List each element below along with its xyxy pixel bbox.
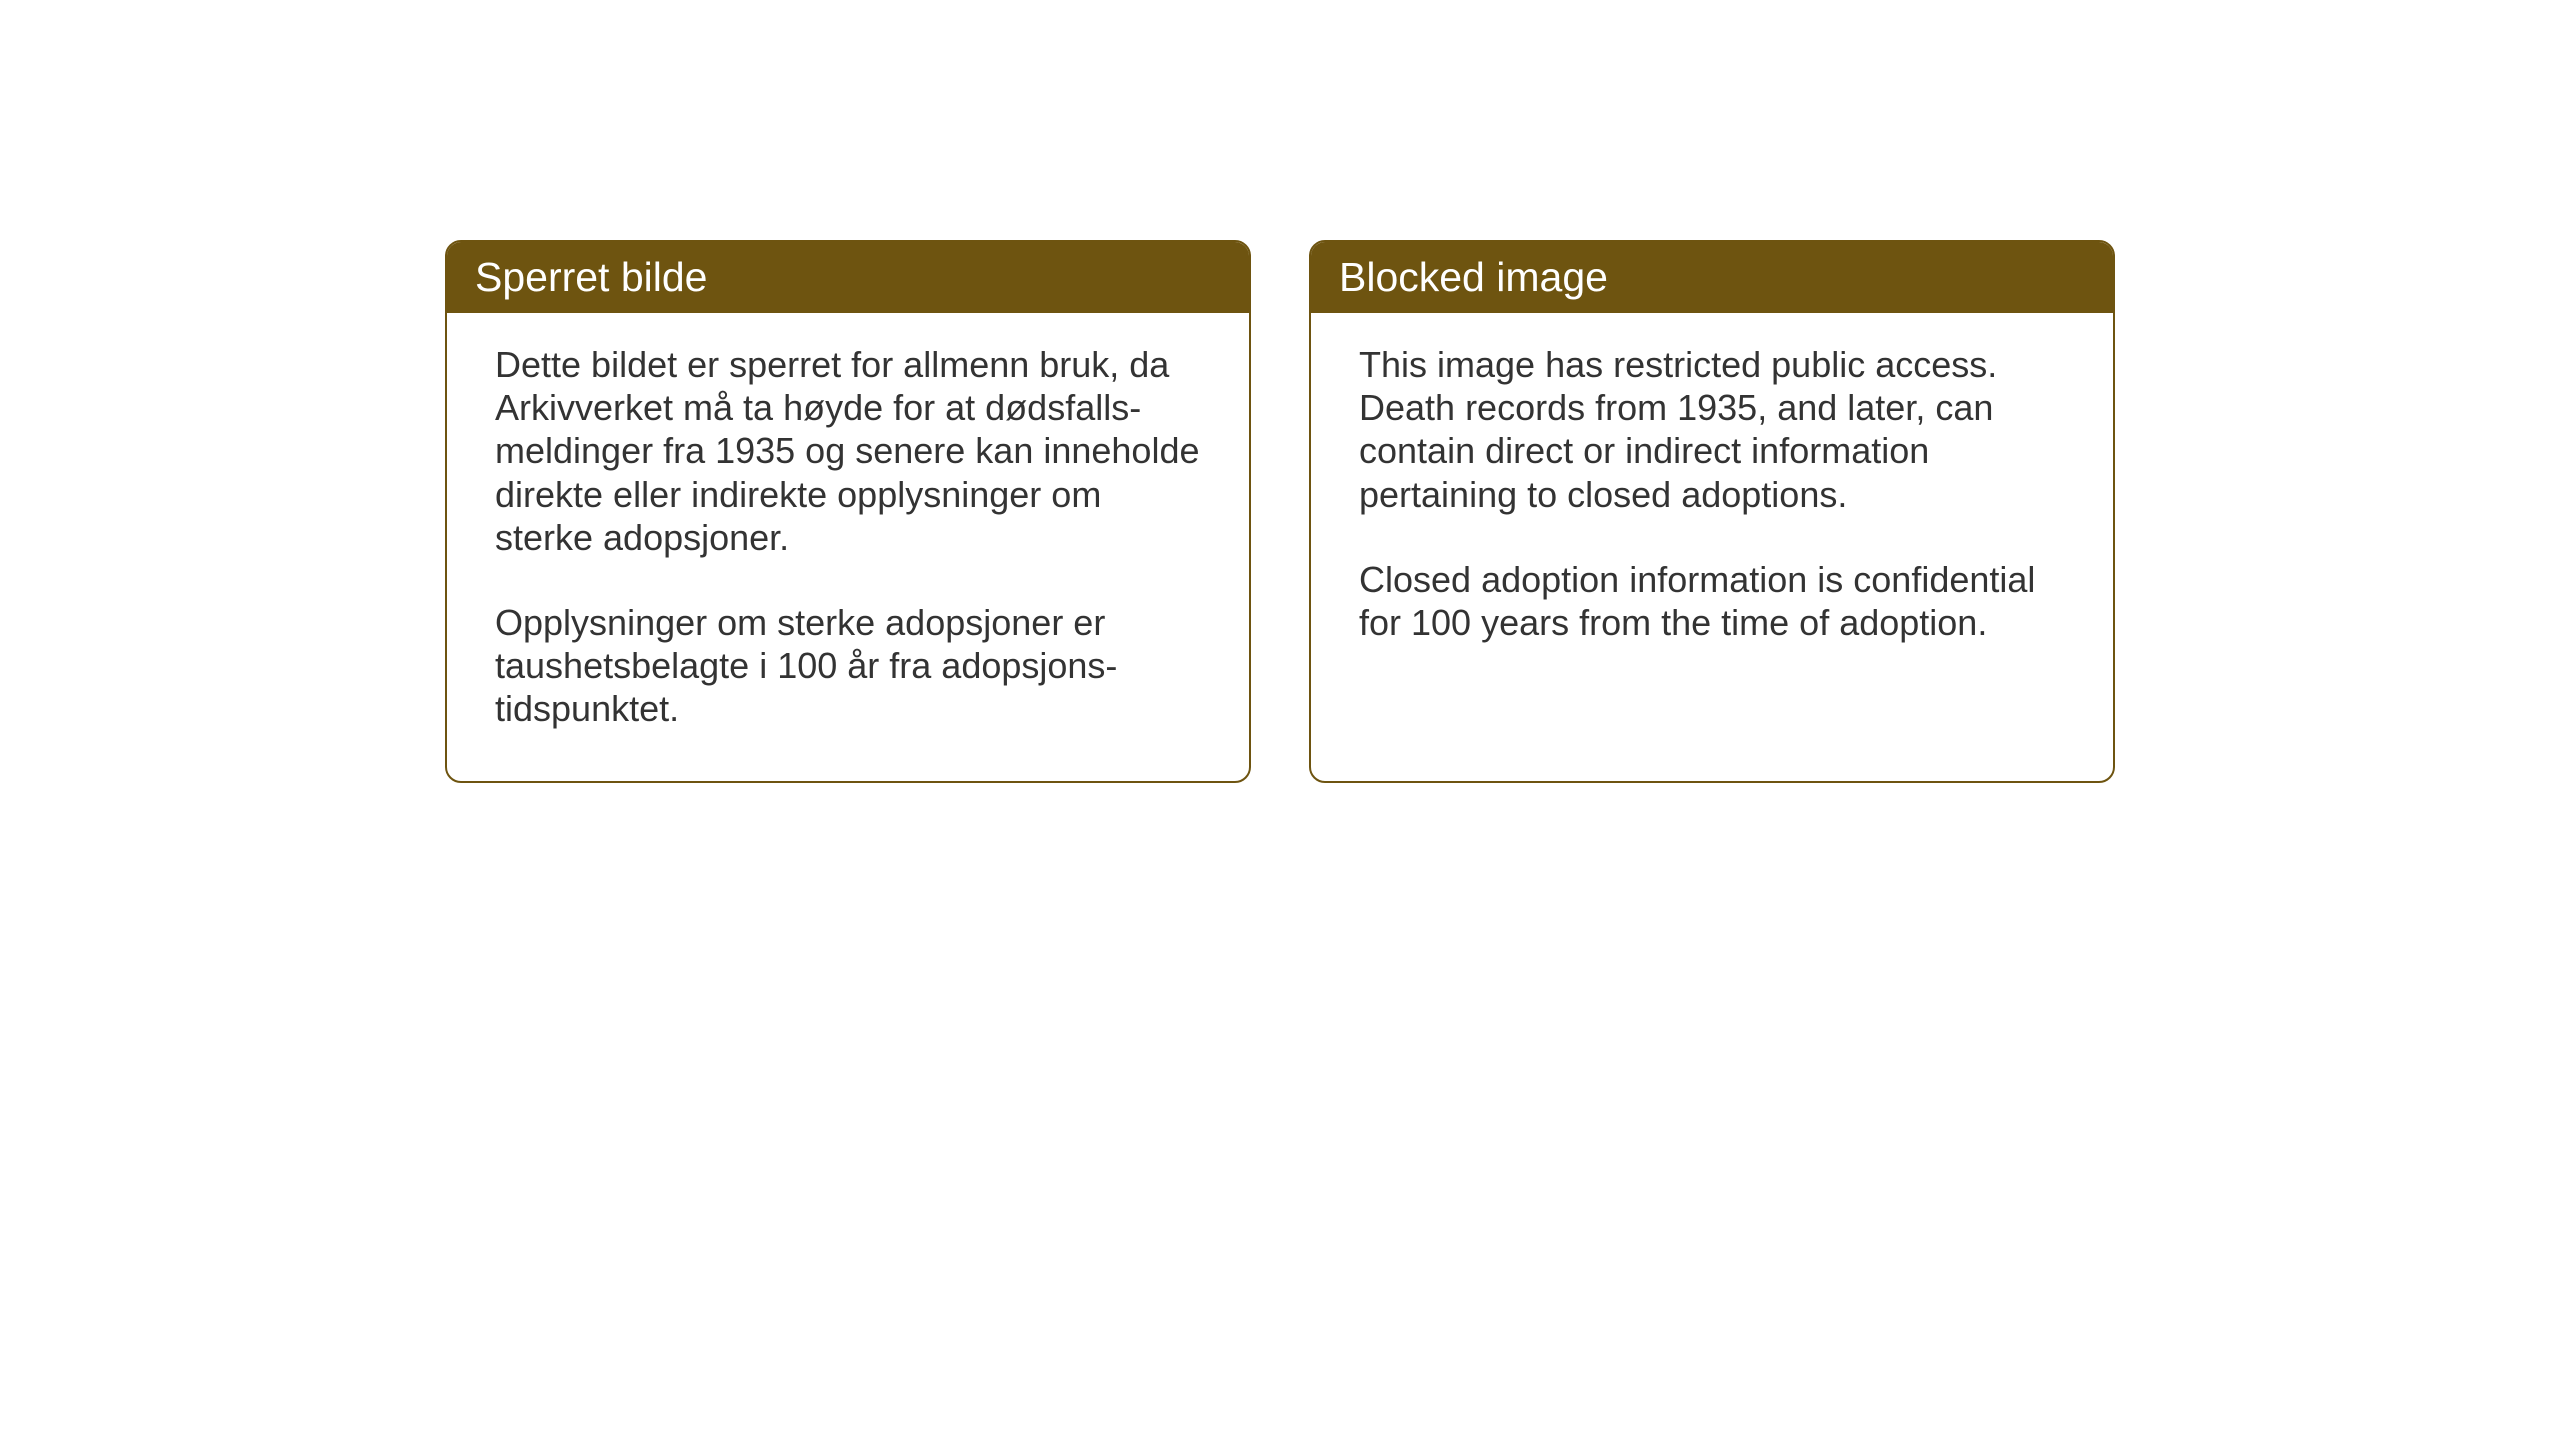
- norwegian-paragraph-1: Dette bildet er sperret for allmenn bruk…: [495, 343, 1201, 559]
- norwegian-card-body: Dette bildet er sperret for allmenn bruk…: [447, 313, 1249, 781]
- english-paragraph-2: Closed adoption information is confident…: [1359, 558, 2065, 644]
- english-card-body: This image has restricted public access.…: [1311, 313, 2113, 694]
- english-paragraph-1: This image has restricted public access.…: [1359, 343, 2065, 516]
- norwegian-notice-card: Sperret bilde Dette bildet er sperret fo…: [445, 240, 1251, 783]
- english-notice-card: Blocked image This image has restricted …: [1309, 240, 2115, 783]
- norwegian-paragraph-2: Opplysninger om sterke adopsjoner er tau…: [495, 601, 1201, 731]
- norwegian-card-title: Sperret bilde: [447, 242, 1249, 313]
- english-card-title: Blocked image: [1311, 242, 2113, 313]
- notice-container: Sperret bilde Dette bildet er sperret fo…: [445, 240, 2115, 783]
